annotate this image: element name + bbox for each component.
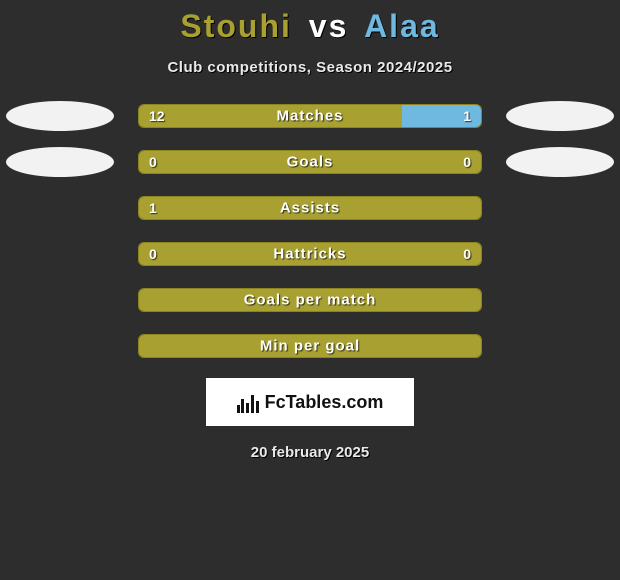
comparison-card: Stouhi vs Alaa Club competitions, Season… xyxy=(0,0,620,580)
logo-bar xyxy=(251,395,254,413)
footer-date: 20 february 2025 xyxy=(251,444,369,461)
bar-left-fill xyxy=(139,151,481,173)
bar-left-fill xyxy=(139,289,481,311)
avatar-left xyxy=(6,101,114,131)
player1-name: Stouhi xyxy=(180,8,292,44)
logo-text: FcTables.com xyxy=(265,392,384,413)
stat-row: Goals00 xyxy=(0,150,620,174)
avatar-right xyxy=(506,147,614,177)
barchart-icon xyxy=(237,391,259,413)
stat-bar: Assists1 xyxy=(138,196,482,220)
stat-bar: Goals00 xyxy=(138,150,482,174)
stat-bar: Goals per match xyxy=(138,288,482,312)
vs-label: vs xyxy=(309,8,349,44)
stat-row: Assists1 xyxy=(0,196,620,220)
stat-row: Goals per match xyxy=(0,288,620,312)
stat-bar: Hattricks00 xyxy=(138,242,482,266)
logo-bar xyxy=(256,401,259,413)
stat-row: Hattricks00 xyxy=(0,242,620,266)
stats-rows: Matches121 Goals00 Assists1 Hattricks00 Goal… xyxy=(0,104,620,358)
stat-row: Min per goal xyxy=(0,334,620,358)
avatar-right xyxy=(506,101,614,131)
logo-bar xyxy=(246,403,249,413)
stat-bar: Min per goal xyxy=(138,334,482,358)
logo-bar xyxy=(237,405,240,413)
avatar-left xyxy=(6,147,114,177)
bar-left-fill xyxy=(139,105,402,127)
bar-left-fill xyxy=(139,243,481,265)
subtitle: Club competitions, Season 2024/2025 xyxy=(167,59,452,76)
bar-right-fill xyxy=(402,105,481,127)
bar-left-fill xyxy=(139,197,481,219)
title: Stouhi vs Alaa xyxy=(180,8,439,45)
player2-name: Alaa xyxy=(364,8,440,44)
stat-bar: Matches121 xyxy=(138,104,482,128)
bar-left-fill xyxy=(139,335,481,357)
stat-row: Matches121 xyxy=(0,104,620,128)
logo-bar xyxy=(241,399,244,413)
logo-box: FcTables.com xyxy=(206,378,414,426)
